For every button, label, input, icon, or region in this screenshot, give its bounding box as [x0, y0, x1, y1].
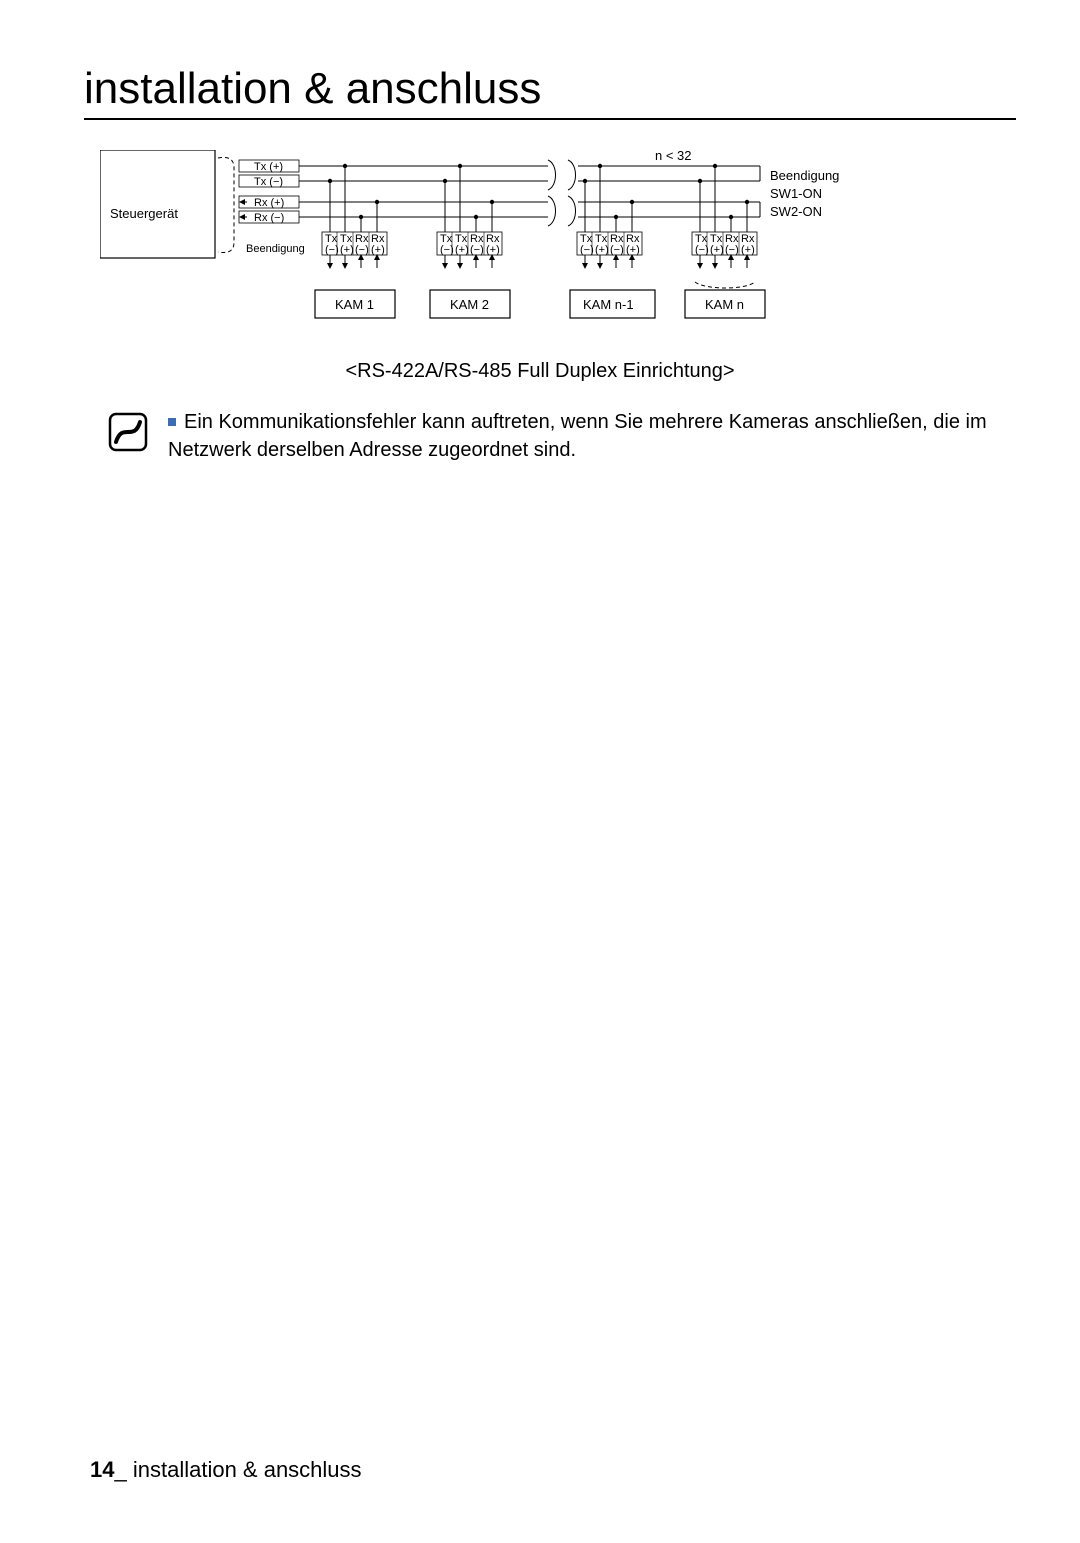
camera-group: Tx Tx Rx Rx (−) (+) (−) (+) KAM n-1	[570, 164, 655, 318]
svg-text:Tx (−): Tx (−)	[254, 176, 283, 188]
note-text: Ein Kommunikationsfehler kann auftreten,…	[168, 408, 1000, 464]
svg-text:Beendigung: Beendigung	[770, 168, 839, 183]
svg-text:Tx (+): Tx (+)	[254, 161, 283, 173]
svg-text:SW2-ON: SW2-ON	[770, 204, 822, 219]
svg-text:(−): (−)	[610, 244, 624, 256]
svg-text:(−): (−)	[470, 244, 484, 256]
svg-text:KAM n: KAM n	[705, 297, 744, 312]
page-footer: 14_ installation & anschluss	[90, 1457, 362, 1483]
camera-group: Tx Tx Rx Rx (−) (+) (−) (+) KAM 2	[430, 164, 510, 318]
diagram-caption: <RS-422A/RS-485 Full Duplex Einrichtung>	[345, 360, 734, 382]
svg-text:(−): (−)	[440, 244, 454, 256]
svg-text:(+): (+)	[486, 244, 500, 256]
page-title: installation & anschluss	[84, 64, 1016, 120]
note-row: Ein Kommunikationsfehler kann auftreten,…	[108, 408, 1000, 464]
svg-text:(−): (−)	[580, 244, 594, 256]
note-body: Ein Kommunikationsfehler kann auftreten,…	[168, 411, 987, 461]
svg-text:KAM 2: KAM 2	[450, 297, 489, 312]
svg-text:SW1-ON: SW1-ON	[770, 186, 822, 201]
controller-label: Steuergerät	[110, 206, 178, 221]
svg-text:Beendigung: Beendigung	[246, 243, 305, 255]
camera-group: Tx Tx Rx Rx (−) (+) (−) (+) KAM n	[685, 164, 765, 318]
wiring-diagram: Steuergerät Tx (+) Tx (−) Rx (+) Rx (−) …	[100, 150, 950, 360]
footer-section: installation & anschluss	[133, 1457, 362, 1482]
note-icon	[108, 412, 148, 452]
svg-text:(+): (+)	[340, 244, 354, 256]
svg-text:(+): (+)	[710, 244, 724, 256]
svg-text:(+): (+)	[455, 244, 469, 256]
svg-text:(+): (+)	[741, 244, 755, 256]
svg-text:KAM 1: KAM 1	[335, 297, 374, 312]
svg-text:Rx (−): Rx (−)	[254, 212, 284, 224]
footer-sep: _	[114, 1457, 126, 1482]
svg-text:(+): (+)	[595, 244, 609, 256]
svg-text:(−): (−)	[695, 244, 709, 256]
svg-text:Rx (+): Rx (+)	[254, 197, 284, 209]
svg-text:(−): (−)	[725, 244, 739, 256]
camera-group: Tx Tx Rx Rx (−) (+) (−) (+) KAM 1	[315, 164, 395, 318]
svg-text:(−): (−)	[355, 244, 369, 256]
svg-text:(+): (+)	[626, 244, 640, 256]
svg-text:n < 32: n < 32	[655, 150, 692, 163]
bullet-icon	[168, 418, 176, 426]
svg-text:KAM n-1: KAM n-1	[583, 297, 634, 312]
svg-text:(+): (+)	[371, 244, 385, 256]
svg-text:(−): (−)	[325, 244, 339, 256]
page-number: 14	[90, 1457, 114, 1482]
